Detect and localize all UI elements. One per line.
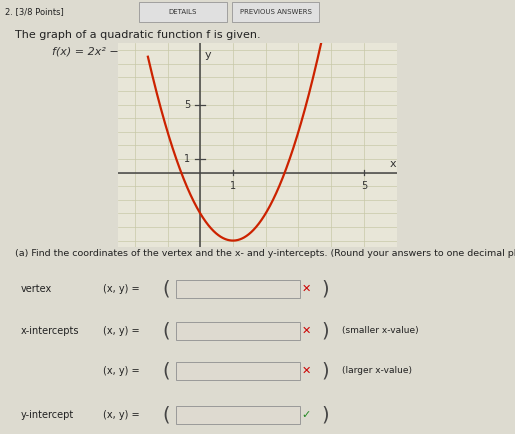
Text: ): ) (322, 322, 330, 340)
Text: (x, y) =: (x, y) = (103, 410, 140, 420)
Text: (a) Find the coordinates of the vertex and the x- and y-intercepts. (Round your : (a) Find the coordinates of the vertex a… (15, 249, 515, 258)
Text: (x, y) =: (x, y) = (103, 326, 140, 336)
Text: ✕: ✕ (301, 326, 311, 336)
Text: DETAILS: DETAILS (168, 9, 197, 15)
FancyBboxPatch shape (176, 362, 300, 380)
Text: 5: 5 (184, 99, 191, 110)
Text: (x, y) =: (x, y) = (103, 366, 140, 376)
Text: y-intercept: y-intercept (21, 410, 74, 420)
Text: 1: 1 (230, 181, 236, 191)
Text: 2. [3/8 Points]: 2. [3/8 Points] (5, 7, 64, 16)
FancyBboxPatch shape (139, 2, 227, 22)
Text: PREVIOUS ANSWERS: PREVIOUS ANSWERS (239, 9, 312, 15)
Text: (: ( (162, 279, 170, 298)
Text: ✕: ✕ (301, 284, 311, 294)
Text: ✕: ✕ (301, 366, 311, 376)
Text: y: y (205, 50, 212, 60)
Text: f(x) = 2x² − 4x − 3: f(x) = 2x² − 4x − 3 (52, 46, 159, 56)
Text: x: x (390, 158, 397, 168)
Text: (: ( (162, 405, 170, 424)
Text: ): ) (322, 279, 330, 298)
Text: vertex: vertex (21, 284, 52, 294)
Text: ): ) (322, 405, 330, 424)
Text: ): ) (322, 362, 330, 381)
Text: (: ( (162, 322, 170, 340)
Text: ✓: ✓ (301, 410, 311, 420)
FancyBboxPatch shape (232, 2, 319, 22)
FancyBboxPatch shape (176, 280, 300, 298)
Text: (larger x-value): (larger x-value) (342, 366, 413, 375)
Text: 1: 1 (184, 154, 191, 164)
Text: (x, y) =: (x, y) = (103, 284, 140, 294)
FancyBboxPatch shape (176, 322, 300, 340)
Text: (smaller x-value): (smaller x-value) (342, 326, 419, 335)
Text: The graph of a quadratic function f is given.: The graph of a quadratic function f is g… (15, 30, 261, 40)
Text: x-intercepts: x-intercepts (21, 326, 79, 336)
FancyBboxPatch shape (176, 406, 300, 424)
Text: (: ( (162, 362, 170, 381)
Text: 5: 5 (360, 181, 367, 191)
